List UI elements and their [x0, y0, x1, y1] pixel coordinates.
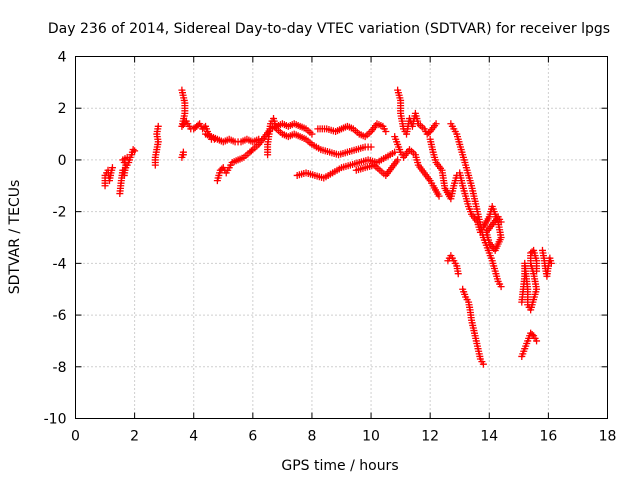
data-point-marker: [108, 164, 116, 172]
x-tick-label: 2: [130, 429, 139, 445]
data-point-marker: [255, 135, 263, 143]
x-tick-label: 6: [248, 429, 257, 445]
y-tick-label: -4: [53, 256, 67, 272]
data-point-marker: [129, 146, 137, 154]
x-axis-label: GPS time / hours: [281, 458, 398, 474]
data-point-marker: [131, 147, 139, 155]
x-tick-label: 10: [362, 429, 380, 445]
x-tick-label: 0: [71, 429, 80, 445]
axis-ticks: [75, 56, 608, 419]
data-point-marker: [497, 283, 505, 291]
x-tick-label: 18: [599, 429, 617, 445]
x-tick-label: 12: [421, 429, 439, 445]
plot-frame: [75, 56, 608, 419]
x-tick-label: 16: [539, 429, 557, 445]
data-point-marker: [179, 151, 187, 159]
y-tick-label: -10: [44, 412, 67, 428]
data-point-marker: [528, 330, 536, 338]
grid: [75, 56, 608, 419]
data-point-marker: [533, 267, 541, 275]
y-tick-label: 4: [58, 50, 67, 66]
x-tick-label: 8: [307, 429, 316, 445]
x-tick-labels: 0 2 4 6 8 10 12 14 16 18: [71, 429, 616, 445]
data-point-marker: [435, 192, 443, 200]
y-axis-label: SDTVAR / TECUs: [7, 180, 23, 295]
data-point-marker: [308, 130, 316, 138]
data-point-marker: [432, 120, 440, 128]
data-point-marker: [479, 360, 487, 368]
data-point-marker: [547, 259, 555, 267]
data-point-marker: [394, 156, 402, 164]
data-point-marker: [247, 147, 255, 155]
data-point-marker: [497, 218, 505, 226]
data-point-marker: [533, 337, 541, 345]
data-point-marker: [367, 143, 375, 151]
data-point-marker: [382, 127, 390, 135]
y-tick-labels: -10 -8 -6 -4 -2 0 2 4: [44, 50, 67, 428]
y-tick-label: -6: [53, 308, 67, 324]
data-point-marker: [454, 270, 462, 278]
y-tick-label: -2: [53, 205, 67, 221]
data-point-marker: [391, 148, 399, 156]
chart-title: Day 236 of 2014, Sidereal Day-to-day VTE…: [48, 21, 610, 37]
x-tick-label: 14: [480, 429, 498, 445]
y-tick-label: -8: [53, 360, 67, 376]
y-tick-label: 0: [58, 153, 67, 169]
data-points: [101, 86, 555, 368]
data-point-marker: [154, 122, 162, 130]
y-tick-label: 2: [58, 101, 67, 117]
x-tick-label: 4: [189, 429, 198, 445]
